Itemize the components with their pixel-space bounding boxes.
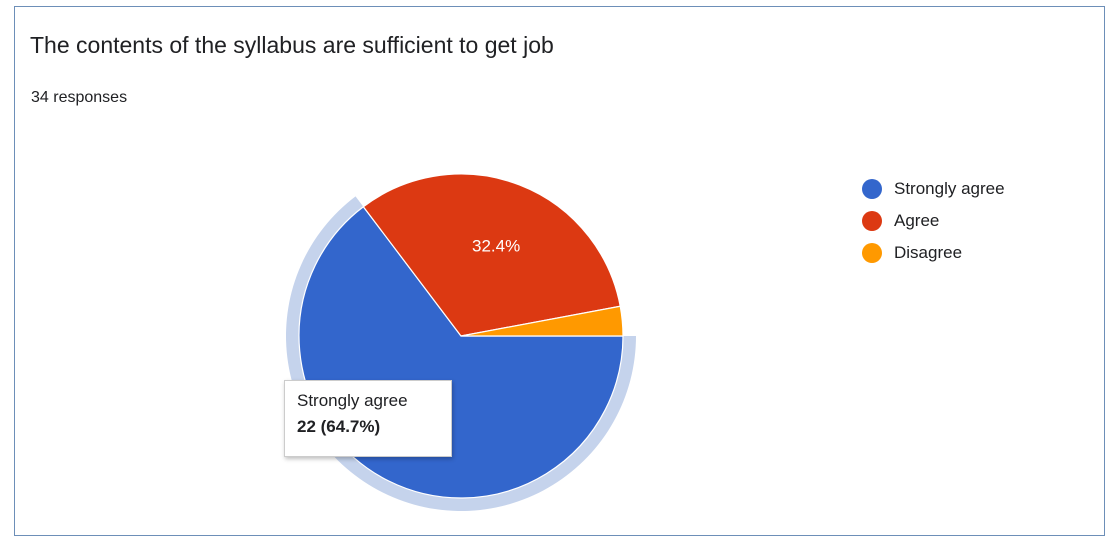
slice-data-label-agree: 32.4% — [472, 236, 520, 255]
tooltip-label: Strongly agree — [297, 391, 408, 410]
pie-slice-disagree[interactable] — [460, 305, 624, 337]
legend-swatch-disagree — [862, 243, 882, 263]
legend-label: Agree — [894, 211, 940, 230]
legend-item-disagree[interactable]: Disagree — [862, 237, 1005, 269]
pie-slice-agree[interactable] — [362, 173, 621, 337]
chart-title: The contents of the syllabus are suffici… — [30, 32, 554, 58]
pie-group: 32.4% — [285, 173, 636, 512]
tooltip-value: 22 (64.7%) — [297, 417, 381, 436]
legend-item-agree[interactable]: Agree — [862, 205, 1005, 237]
legend-label: Strongly agree — [894, 179, 1005, 198]
legend-swatch-strongly-agree — [862, 179, 882, 199]
legend-label: Disagree — [894, 243, 963, 262]
slice-tooltip: Strongly agree 22 (64.7%) — [284, 380, 452, 457]
legend-item-strongly-agree[interactable]: Strongly agree — [862, 173, 1005, 205]
legend: Strongly agree Agree Disagree — [862, 173, 1005, 269]
legend-swatch-agree — [862, 211, 882, 231]
response-count: 34 responses — [31, 89, 128, 106]
